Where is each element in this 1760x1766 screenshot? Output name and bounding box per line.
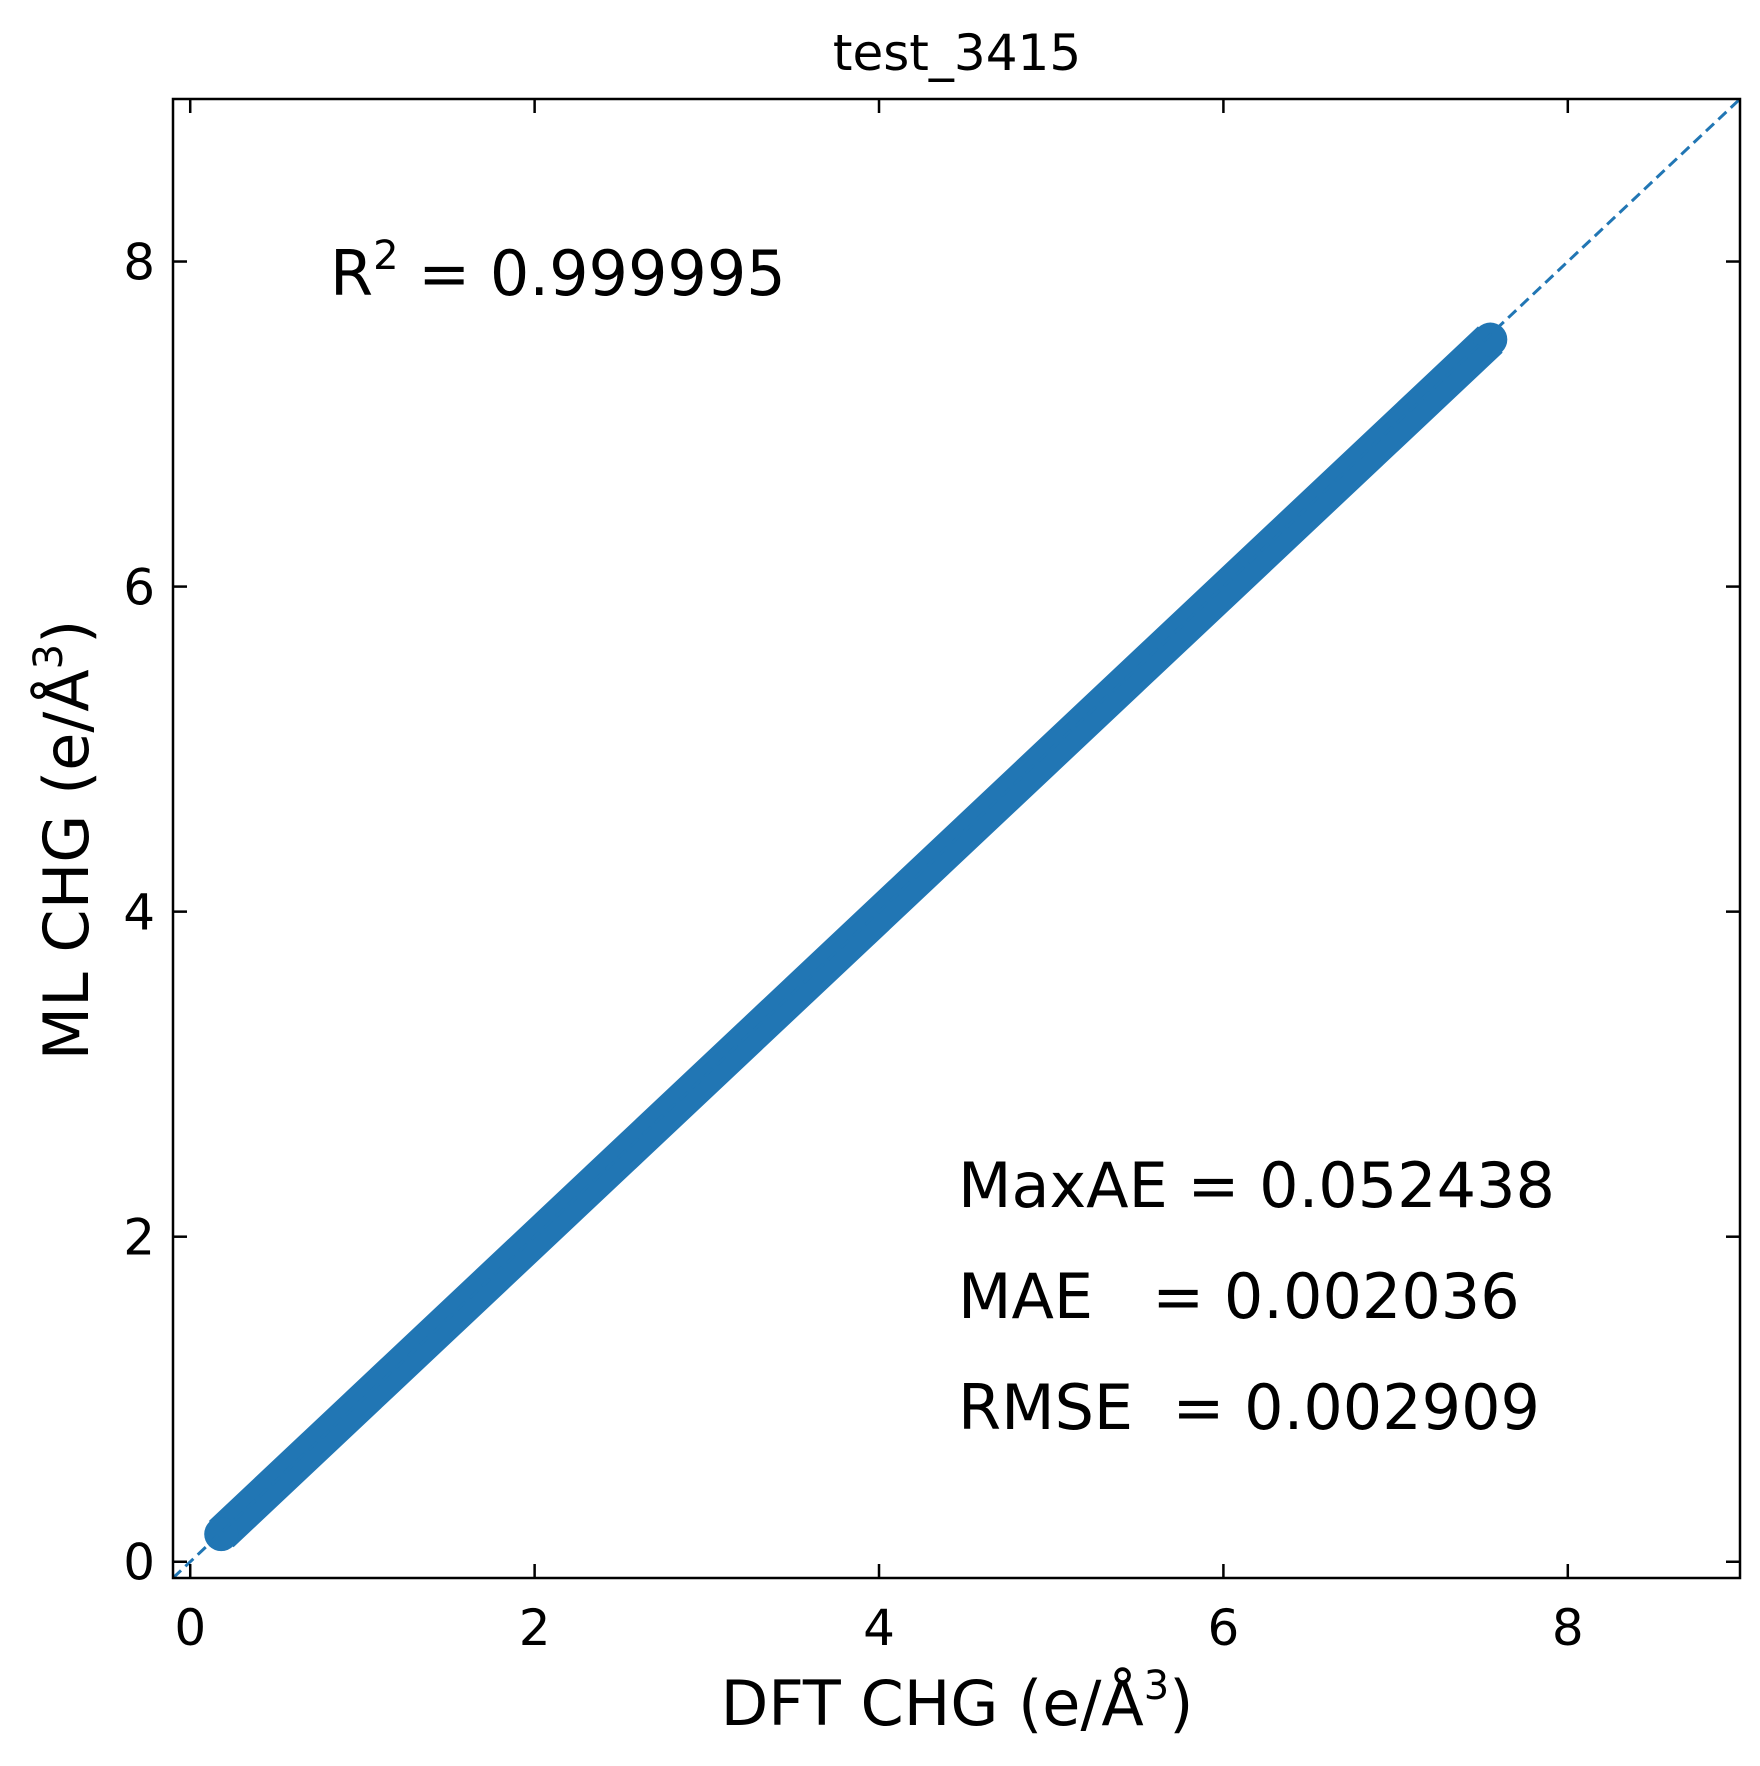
- y-axis-label-sup: 3: [26, 644, 72, 669]
- y-axis-label-text: ML CHG (e/Å: [30, 669, 103, 1060]
- reference-line: [173, 99, 1740, 1578]
- y-tick-label-8: 8: [123, 234, 155, 292]
- plot-area: 0 2 4 6 8 0 2 4 6 8: [123, 97, 1742, 1657]
- rmse-annotation: RMSE = 0.002909: [958, 1371, 1540, 1444]
- r2-value: = 0.999995: [399, 237, 786, 310]
- scatter-point-0-1: [1473, 322, 1508, 357]
- y-axis-label: ML CHG (e/Å3): [26, 620, 103, 1061]
- x-axis-label-sup: 3: [1144, 1663, 1169, 1709]
- mae-annotation: MAE = 0.002036: [958, 1260, 1520, 1333]
- chart-title: test_3415: [833, 24, 1081, 82]
- x-tick-label-0: 0: [174, 1599, 206, 1657]
- maxae-annotation: MaxAE = 0.052438: [958, 1149, 1555, 1222]
- scatter-point-0-0: [204, 1517, 239, 1552]
- x-tick-label-2: 2: [519, 1599, 551, 1657]
- x-tick-label-4: 4: [863, 1599, 895, 1657]
- y-tick-label-0: 0: [123, 1534, 155, 1592]
- x-axis-label-text: DFT CHG (e/Å: [721, 1667, 1144, 1740]
- r2-superscript: 2: [373, 233, 398, 279]
- x-tick-label-6: 6: [1208, 1599, 1240, 1657]
- r2-annotation: R2 = 0.999995: [330, 233, 786, 310]
- x-axis-label: DFT CHG (e/Å3): [721, 1663, 1194, 1740]
- y-tick-label-2: 2: [123, 1209, 155, 1267]
- x-axis-label-close: ): [1169, 1667, 1193, 1740]
- scatter-band-series-0: [208, 326, 1503, 1548]
- y-axis-label-close: ): [30, 620, 103, 644]
- plot-frame: [171, 97, 1742, 1580]
- x-tick-label-8: 8: [1552, 1599, 1584, 1657]
- y-tick-label-6: 6: [123, 559, 155, 617]
- r2-symbol: R: [330, 237, 373, 310]
- y-tick-label-4: 4: [123, 884, 155, 942]
